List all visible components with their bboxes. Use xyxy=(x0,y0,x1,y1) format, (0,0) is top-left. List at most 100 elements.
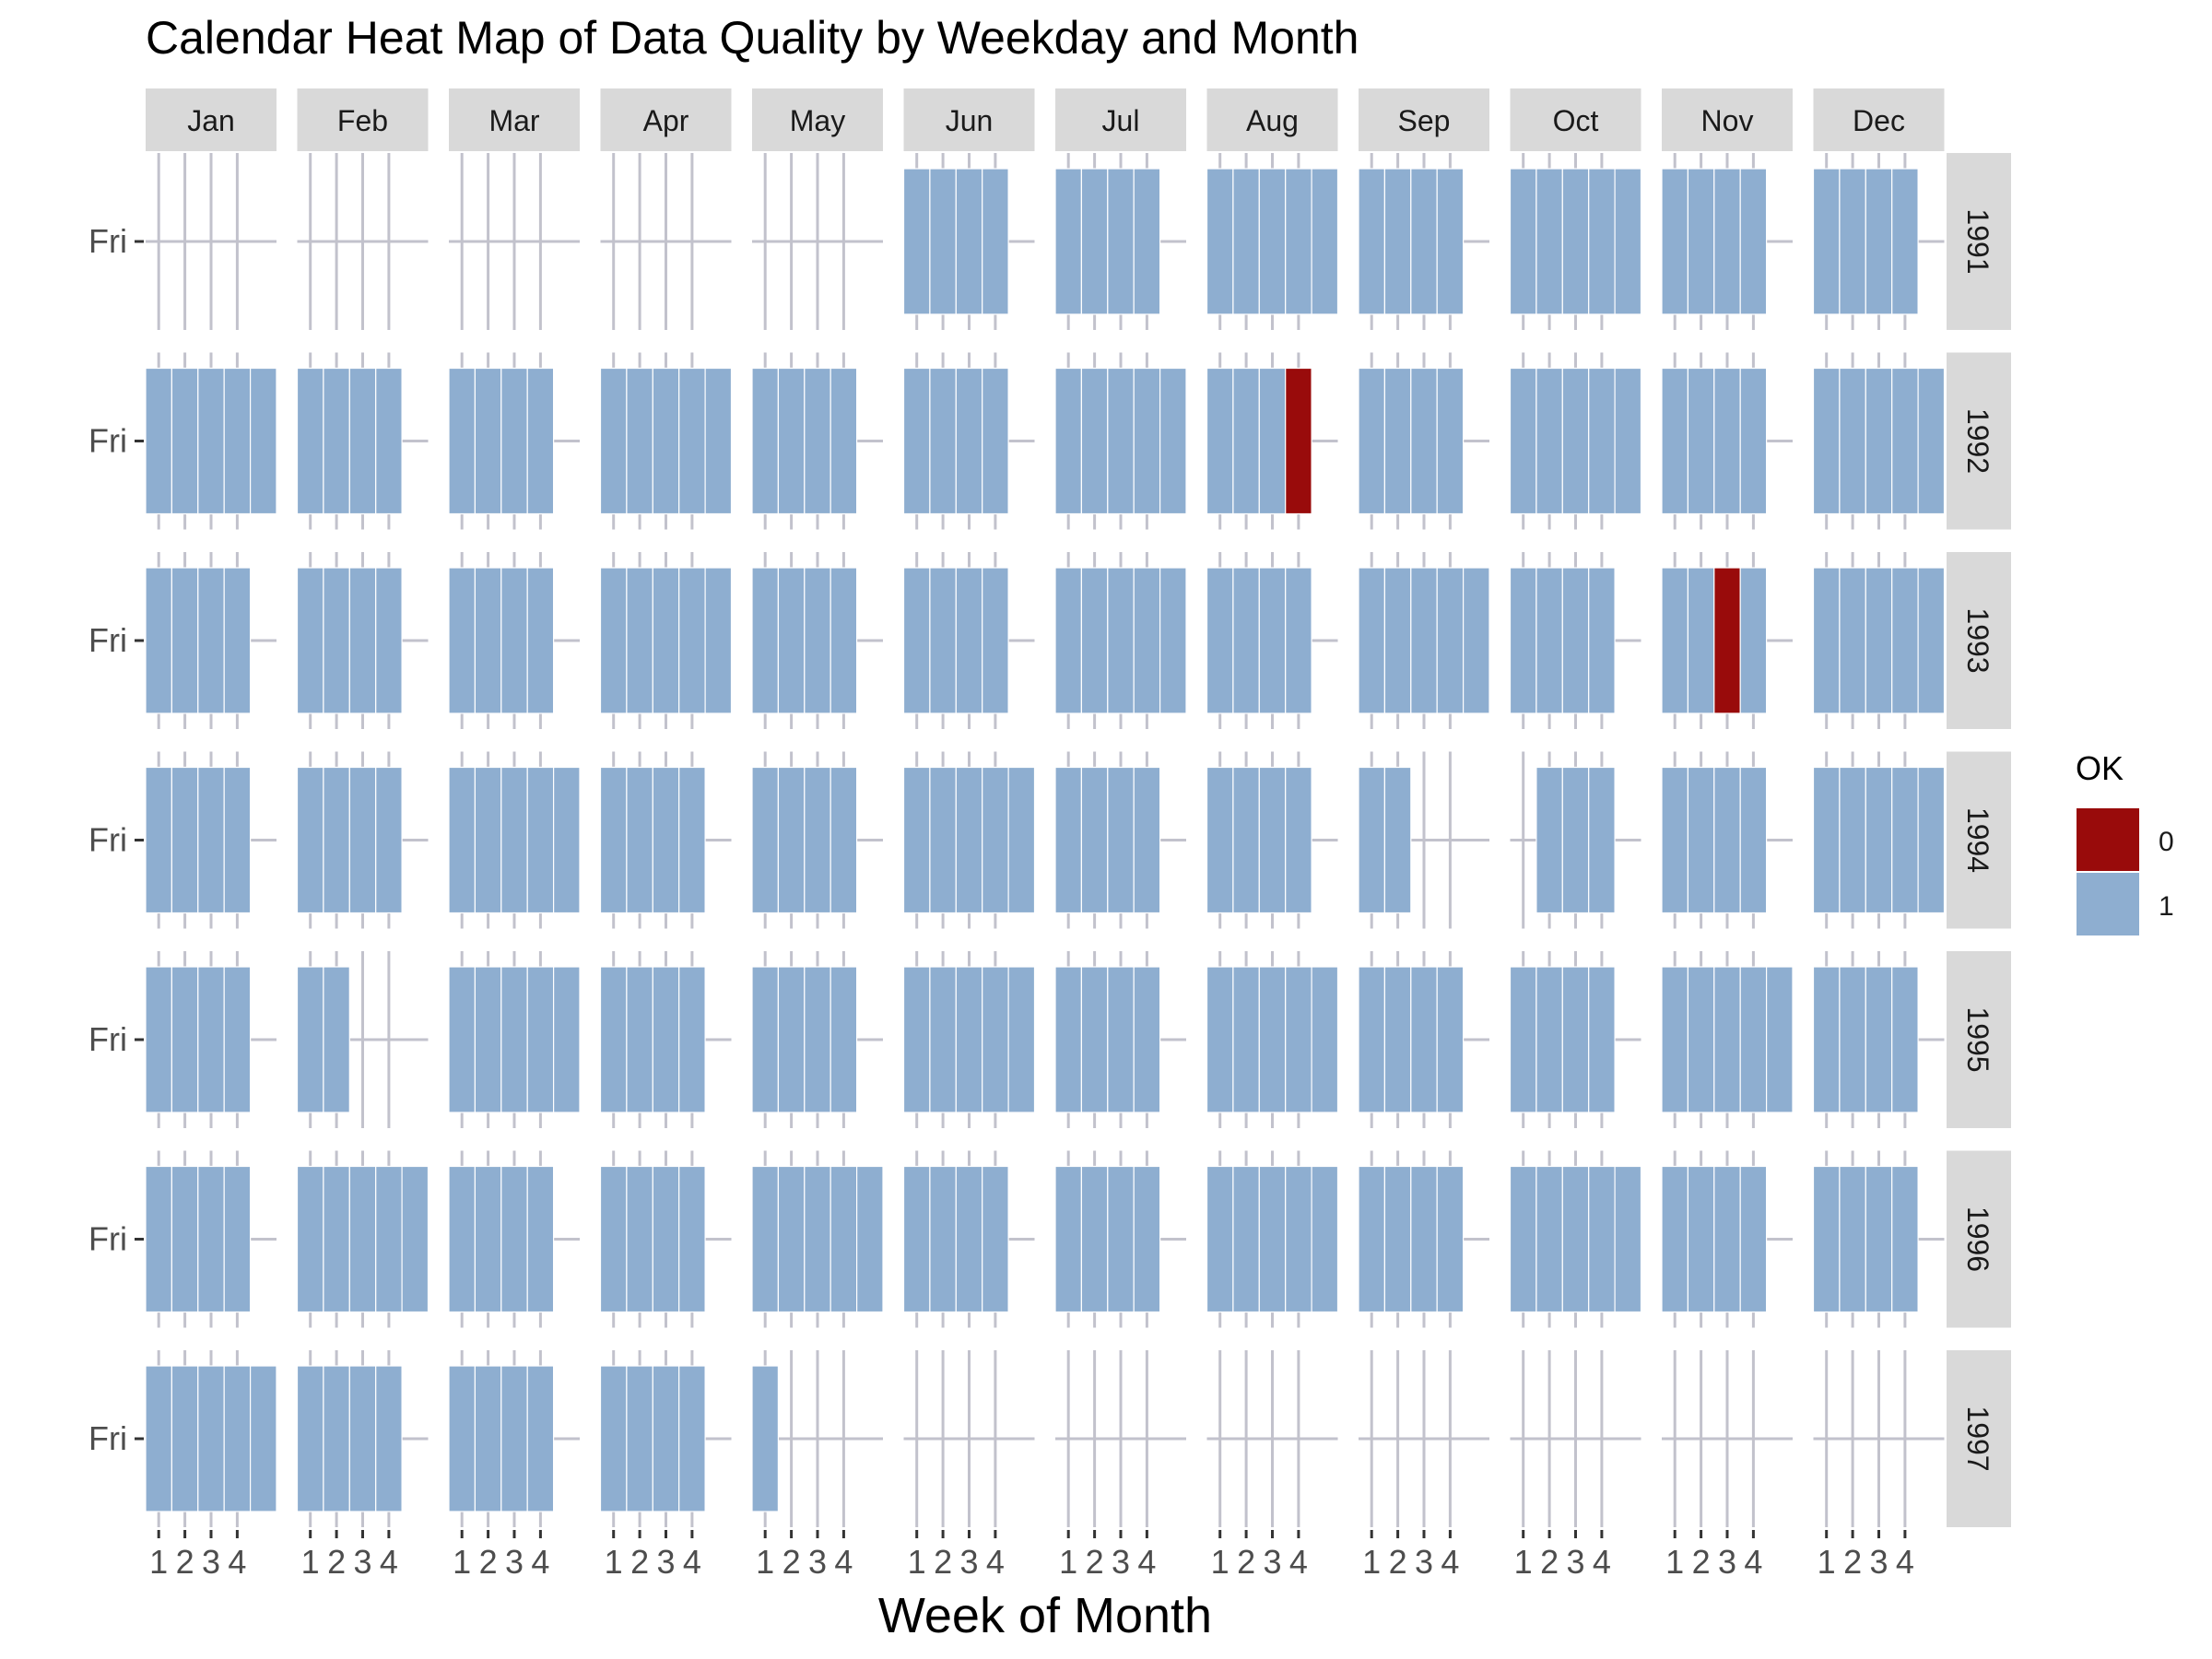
heatmap-cell xyxy=(1713,1165,1741,1313)
heatmap-cell xyxy=(171,1165,199,1313)
heatmap-cell xyxy=(474,766,502,914)
legend: OK 0 1 xyxy=(2075,749,2174,937)
heatmap-cell xyxy=(1133,766,1161,914)
heatmap-cell xyxy=(1383,168,1412,315)
panel-dec-1995 xyxy=(1812,951,1945,1128)
heatmap-cell xyxy=(1812,966,1841,1113)
heatmap-cell xyxy=(474,1365,502,1512)
heatmap-cell xyxy=(1614,1165,1642,1313)
panel-apr-1994 xyxy=(599,751,732,929)
heatmap-cell xyxy=(1383,766,1412,914)
heatmap-cell xyxy=(1687,567,1715,714)
heatmap-cell xyxy=(1054,1165,1082,1313)
heatmap-cell xyxy=(1107,966,1135,1113)
panel-may-1994 xyxy=(751,751,883,929)
heatmap-cell xyxy=(1311,966,1339,1113)
month-strip xyxy=(1359,88,1489,151)
heatmap-cell xyxy=(1311,1165,1339,1313)
panel-jan-1994 xyxy=(145,751,276,929)
heatmap-cell xyxy=(902,567,931,714)
month-strip xyxy=(297,88,429,151)
heatmap-cell xyxy=(1054,367,1082,515)
x-tick-label: 4 xyxy=(683,1543,701,1581)
heatmap-cell xyxy=(1159,567,1187,714)
heatmap-cell xyxy=(171,567,199,714)
heatmap-cell xyxy=(1206,1165,1234,1313)
heatmap-cell xyxy=(804,567,831,714)
y-tick-label: Fri xyxy=(88,222,127,260)
heatmap-cell xyxy=(323,966,350,1113)
panel-sep-1996 xyxy=(1358,1150,1489,1328)
panel-jul-1993 xyxy=(1054,552,1187,729)
heatmap-cell xyxy=(1410,367,1438,515)
heatmap-cell xyxy=(830,766,858,914)
panel-oct-1992 xyxy=(1509,352,1642,530)
heatmap-cell xyxy=(626,367,653,515)
panel-jul-1994 xyxy=(1054,751,1186,929)
heatmap-cell xyxy=(1107,367,1135,515)
heatmap-cell xyxy=(955,1165,983,1313)
panel-nov-1997 xyxy=(1662,1350,1793,1527)
heatmap-cell xyxy=(1133,567,1161,714)
heatmap-cell xyxy=(1561,567,1590,714)
panel-feb-1992 xyxy=(296,352,429,530)
heatmap-cell xyxy=(678,766,706,914)
panel-dec-1993 xyxy=(1812,552,1946,729)
heatmap-cell xyxy=(1436,168,1465,315)
panel-nov-1991 xyxy=(1661,153,1793,330)
heatmap-cell xyxy=(1661,1165,1688,1313)
month-strip xyxy=(752,88,883,151)
panel-jun-1991 xyxy=(902,153,1035,330)
heatmap-cell xyxy=(1839,168,1866,315)
heatmap-cell xyxy=(1839,367,1866,515)
heatmap-cell xyxy=(830,367,858,515)
heatmap-cell xyxy=(348,367,377,515)
heatmap-cell xyxy=(375,1165,403,1313)
heatmap-cell xyxy=(1107,766,1135,914)
panel-may-1996 xyxy=(751,1150,884,1328)
year-strip-label: 1996 xyxy=(1961,1206,1994,1272)
heatmap-cell xyxy=(1891,168,1919,315)
panel-jan-1995 xyxy=(145,951,276,1128)
y-tick-label: Fri xyxy=(88,1020,127,1058)
heatmap-cell xyxy=(1865,1165,1893,1313)
panel-sep-1995 xyxy=(1358,951,1489,1128)
heatmap-cell xyxy=(804,1165,831,1313)
heatmap-cell xyxy=(500,567,528,714)
heatmap-cell xyxy=(599,567,628,714)
year-strip-label: 1992 xyxy=(1961,408,1994,474)
heatmap-cell xyxy=(1436,1165,1465,1313)
heatmap-cell xyxy=(1917,367,1946,515)
panel-may-1993 xyxy=(751,552,883,729)
heatmap-cell xyxy=(1285,367,1312,515)
heatmap-cell xyxy=(1713,168,1741,315)
heatmap-cell xyxy=(599,766,628,914)
heatmap-cell xyxy=(348,567,377,714)
heatmap-cell xyxy=(1739,766,1768,914)
heatmap-cell xyxy=(1258,567,1287,714)
heatmap-cell xyxy=(1383,567,1412,714)
panel-sep-1992 xyxy=(1358,352,1489,530)
heatmap-cell xyxy=(1285,567,1312,714)
heatmap-cell xyxy=(171,766,199,914)
x-tick-label: 2 xyxy=(1692,1543,1711,1581)
heatmap-cell xyxy=(1080,966,1109,1113)
heatmap-cell xyxy=(500,367,528,515)
heatmap-cell xyxy=(929,567,957,714)
heatmap-cell xyxy=(1206,966,1234,1113)
heatmap-cell xyxy=(375,567,403,714)
heatmap-cell xyxy=(323,367,350,515)
panel-sep-1997 xyxy=(1359,1350,1489,1527)
panel-jan-1996 xyxy=(145,1150,276,1328)
heatmap-cell xyxy=(1311,168,1339,315)
heatmap-cell xyxy=(777,766,806,914)
heatmap-cell xyxy=(323,766,350,914)
x-tick-label: 3 xyxy=(1263,1543,1281,1581)
month-strip xyxy=(1510,88,1641,151)
heatmap-cell xyxy=(777,966,806,1113)
heatmap-cell xyxy=(751,567,779,714)
heatmap-cell xyxy=(1410,1165,1438,1313)
heatmap-cell xyxy=(982,367,1009,515)
heatmap-cell xyxy=(1206,567,1234,714)
heatmap-cell xyxy=(1661,567,1688,714)
